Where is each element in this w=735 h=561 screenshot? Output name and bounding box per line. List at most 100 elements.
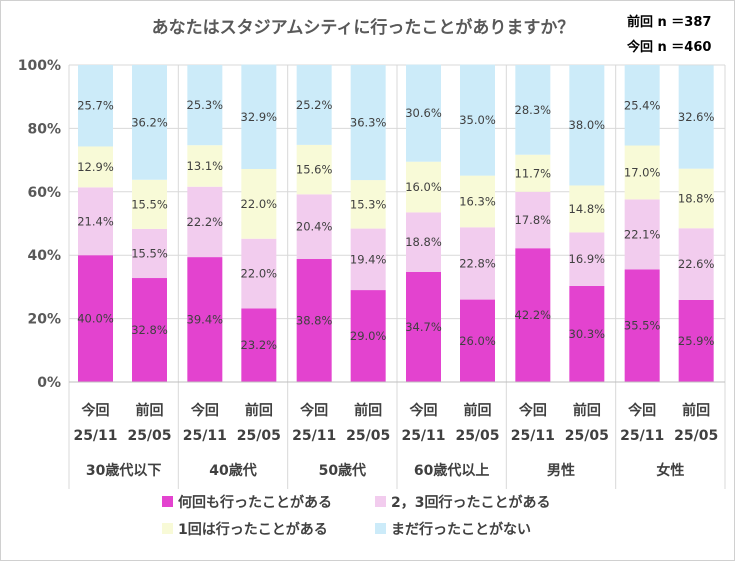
bar-segment — [241, 238, 277, 309]
bar-segment — [132, 228, 167, 279]
data-label: 35.5% — [624, 319, 661, 333]
data-label: 30.6% — [405, 106, 442, 120]
data-label: 16.0% — [405, 180, 442, 194]
data-label: 18.8% — [405, 235, 442, 249]
x-tick-label: 前回 — [136, 402, 164, 419]
bar-segment — [241, 168, 277, 239]
x-tick-label: 25/05 — [565, 428, 609, 444]
data-label: 40.0% — [77, 312, 114, 326]
bar-segment — [515, 154, 551, 192]
data-label: 18.8% — [678, 191, 715, 205]
chart-title: あなたはスタジアムシティに行ったことがありますか？ — [152, 17, 575, 38]
x-tick-label: 今回 — [627, 402, 656, 419]
note-current-n: 今回 n ＝460 — [626, 39, 711, 55]
group-label: 男性 — [547, 462, 575, 479]
x-tick-label: 25/11 — [73, 428, 117, 444]
x-tick-label: 前回 — [573, 402, 601, 419]
data-label: 23.2% — [241, 338, 278, 352]
data-label: 13.1% — [187, 159, 224, 173]
bar-segment — [78, 255, 113, 382]
data-label: 25.7% — [77, 99, 114, 113]
bar-segment — [187, 257, 223, 382]
x-tick-label: 今回 — [409, 402, 438, 419]
bar-segment — [515, 65, 551, 155]
data-label: 29.0% — [350, 329, 387, 343]
bar-segment — [569, 185, 605, 233]
data-label: 22.6% — [678, 257, 715, 271]
bar-segment — [350, 228, 386, 291]
data-label: 16.9% — [569, 252, 606, 266]
data-label: 25.3% — [187, 98, 224, 112]
bar-segment — [678, 168, 714, 229]
data-label: 21.4% — [77, 214, 114, 228]
x-tick-label: 前回 — [464, 402, 492, 419]
data-label: 32.6% — [678, 110, 715, 124]
bar-segment — [678, 65, 714, 169]
bar-segment — [624, 269, 660, 382]
data-label: 38.8% — [296, 314, 333, 328]
x-tick-label: 今回 — [299, 402, 328, 419]
data-label: 19.4% — [350, 252, 387, 266]
data-label: 22.2% — [187, 215, 224, 229]
bar-segment — [624, 145, 660, 200]
bar-segment — [296, 144, 332, 195]
bar-segment — [678, 228, 714, 300]
bar-segment — [515, 248, 551, 382]
bar-segment — [460, 64, 495, 176]
legend-swatch — [162, 523, 173, 534]
bar-segment — [187, 186, 223, 258]
bar-segment — [569, 285, 605, 382]
data-label: 32.8% — [131, 323, 168, 337]
bar-segment — [569, 232, 605, 286]
bar-segment — [624, 65, 660, 146]
x-tick-label: 前回 — [245, 402, 273, 419]
data-label: 25.2% — [296, 98, 333, 112]
y-tick-label: 0% — [37, 375, 61, 391]
bar-segment — [515, 191, 551, 249]
note-previous-n: 前回 n ＝387 — [627, 14, 711, 30]
data-label: 38.0% — [569, 118, 606, 132]
data-label: 14.8% — [569, 202, 606, 216]
y-tick-label: 60% — [27, 185, 61, 201]
bar-segment — [678, 299, 714, 382]
data-label: 22.1% — [624, 227, 661, 241]
x-tick-label: 今回 — [81, 402, 110, 419]
axes: 0% 20% 40% 60% 80% 100% 今回 25/11 前回 25/05 今回 25/11 前… — [18, 58, 725, 479]
bar-segment — [406, 212, 441, 273]
data-label: 11.7% — [515, 166, 552, 180]
data-label: 32.9% — [241, 110, 278, 124]
bar-segment — [406, 272, 441, 382]
y-tick-label: 80% — [27, 121, 61, 137]
bar-segment — [460, 227, 495, 300]
bar-segment — [132, 179, 167, 229]
group-label: 女性 — [656, 462, 684, 479]
bar-segment — [187, 65, 223, 146]
x-tick-label: 25/11 — [511, 428, 555, 444]
bar-segment — [296, 65, 332, 145]
x-tick-label: 25/05 — [237, 428, 281, 444]
x-tick-label: 25/11 — [620, 428, 664, 444]
y-tick-label: 40% — [27, 248, 61, 264]
data-label: 17.0% — [624, 165, 661, 179]
legend-label: 何回も行ったことがある — [178, 494, 332, 511]
data-label: 22.0% — [241, 267, 278, 281]
data-label: 17.8% — [515, 213, 552, 227]
y-tick-label: 100% — [18, 58, 61, 74]
data-label: 16.3% — [459, 194, 496, 208]
data-label: 25.9% — [678, 334, 715, 348]
y-tick-label: 20% — [27, 312, 61, 328]
x-tick-label: 25/05 — [127, 428, 171, 444]
bar-segment — [78, 65, 113, 147]
data-label: 15.5% — [131, 246, 168, 260]
legend-label: 1回は行ったことがある — [178, 521, 328, 538]
legend-swatch — [375, 523, 386, 534]
bar-segment — [350, 65, 386, 181]
data-label: 39.4% — [187, 313, 224, 327]
data-label: 36.2% — [131, 115, 168, 129]
bar-segment — [406, 64, 441, 162]
x-tick-label: 今回 — [518, 402, 547, 419]
group-label: 40歳代 — [209, 462, 256, 479]
data-label: 22.8% — [459, 256, 496, 270]
legend-label: 2，3回行ったことがある — [391, 494, 550, 511]
